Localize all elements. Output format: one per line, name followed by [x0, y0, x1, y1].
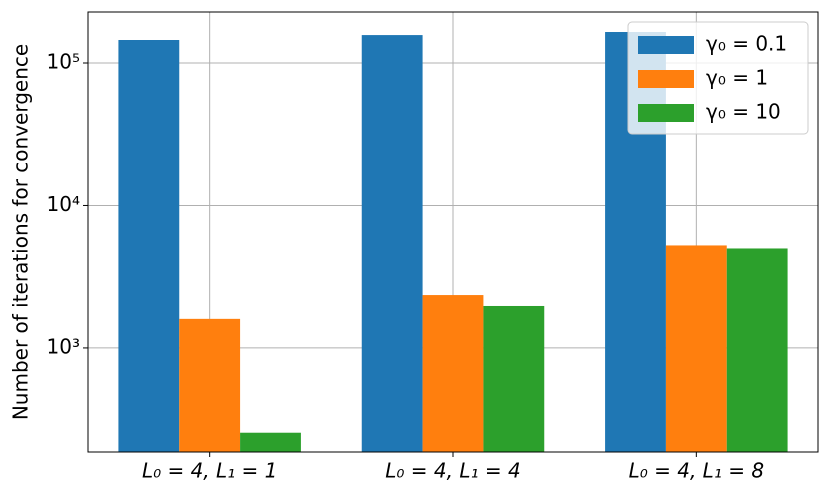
bar: [483, 305, 545, 452]
bar: [665, 245, 727, 452]
legend-label: γ₀ = 10: [706, 100, 781, 124]
x-tick-label: L₀ = 4, L₁ = 8: [629, 459, 764, 483]
y-tick-label: 10⁵: [47, 49, 80, 73]
legend-swatch: [638, 70, 694, 88]
bar: [179, 318, 241, 452]
legend-swatch: [638, 104, 694, 122]
bar: [240, 432, 301, 452]
x-tick-label: L₀ = 4, L₁ = 1: [142, 459, 277, 483]
plot-frame: [87, 11, 819, 453]
y-tick-label: 10⁴: [47, 192, 80, 216]
legend: γ₀ = 0.1 γ₀ = 1 γ₀ = 10: [627, 21, 809, 135]
legend-label: γ₀ = 1: [706, 66, 768, 90]
legend-swatch: [638, 36, 694, 54]
bars: [118, 32, 788, 453]
x-tick-label: L₀ = 4, L₁ = 4: [385, 459, 520, 483]
bar: [118, 40, 180, 453]
y-axis-label: Number of iterations for convergence: [9, 44, 33, 420]
legend-label: γ₀ = 0.1: [706, 32, 787, 56]
bar: [361, 35, 423, 452]
y-tick-label: 10³: [47, 334, 80, 358]
bar: [422, 295, 484, 452]
bar: [726, 248, 788, 452]
